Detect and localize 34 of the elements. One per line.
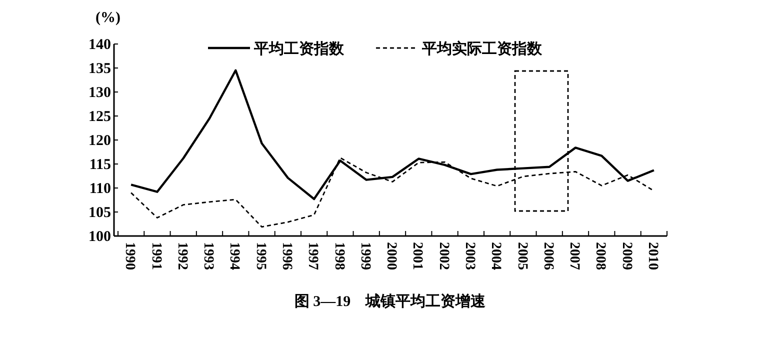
x-tick-label: 1992 — [174, 242, 190, 270]
x-tick-label: 1999 — [357, 242, 372, 270]
x-tick-label: 1998 — [331, 242, 346, 270]
y-tick-label: 120 — [88, 132, 111, 149]
y-tick-label: 130 — [88, 84, 111, 101]
text: 图 3—19 城镇平均工资增速 — [294, 293, 487, 310]
x-tick-label: 1990 — [122, 242, 138, 270]
x-tick-label: 2005 — [514, 242, 530, 270]
x-tick-label: 2004 — [488, 242, 504, 270]
y-tick-label: 125 — [88, 108, 111, 125]
x-tick-label: 1997 — [305, 242, 320, 270]
x-tick-label: 2001 — [410, 242, 425, 270]
legend-label: 平均工资指数 — [253, 40, 345, 58]
y-tick-label: 135 — [88, 60, 111, 77]
y-axis-title: (%) — [96, 10, 120, 26]
x-tick-label: 1996 — [279, 242, 294, 270]
x-tick-label: 2008 — [592, 242, 608, 270]
x-tick-label: 1995 — [252, 242, 268, 270]
y-tick-label: 100 — [88, 228, 111, 245]
x-tick-label: 2002 — [436, 242, 451, 270]
y-tick-label: 115 — [89, 156, 111, 173]
x-tick-label: 1993 — [200, 242, 216, 270]
x-tick-label: 2006 — [540, 242, 556, 270]
x-tick-label: 2003 — [462, 242, 478, 270]
legend-label: 平均实际工资指数 — [421, 39, 543, 58]
x-tick-label: 1994 — [226, 242, 242, 270]
x-tick-label: 2010 — [645, 242, 660, 270]
x-tick-label: 2007 — [566, 242, 582, 270]
x-tick-label: 2009 — [618, 242, 634, 270]
y-tick-label: 140 — [88, 36, 111, 53]
y-tick-label: 105 — [88, 204, 111, 221]
x-tick-label: 2000 — [384, 242, 399, 270]
x-tick-label: 1991 — [148, 242, 164, 270]
y-tick-label: 110 — [89, 180, 111, 197]
